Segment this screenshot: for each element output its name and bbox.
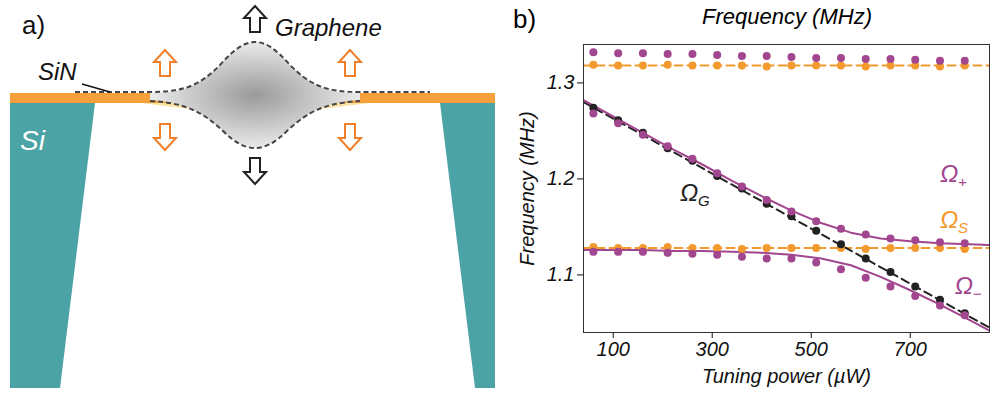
svg-text:100: 100 [597, 338, 630, 360]
svg-text:Ω: Ω [955, 272, 973, 299]
svg-text:S: S [958, 219, 968, 236]
svg-text:Ω: Ω [940, 206, 958, 233]
svg-text:+: + [958, 173, 967, 190]
svg-text:SiN: SiN [38, 58, 77, 85]
svg-text:Ω: Ω [680, 179, 698, 206]
svg-text:Si: Si [20, 125, 46, 156]
svg-text:500: 500 [795, 338, 828, 360]
svg-text:1.1: 1.1 [547, 263, 575, 285]
svg-text:−: − [973, 285, 982, 302]
svg-text:Frequency (MHz): Frequency (MHz) [516, 111, 538, 265]
svg-text:1.2: 1.2 [547, 167, 575, 189]
svg-text:Ω: Ω [940, 160, 958, 187]
svg-text:1.3: 1.3 [547, 71, 575, 93]
html-text:Frequency (MHz): Frequency (MHz) [702, 4, 872, 29]
svg-text:Graphene: Graphene [275, 14, 382, 41]
svg-text:700: 700 [894, 338, 927, 360]
svg-text:G: G [698, 192, 710, 209]
svg-text:300: 300 [696, 338, 729, 360]
svg-text:Tuning power (µW): Tuning power (µW) [702, 365, 871, 387]
html-text:b): b) [513, 4, 537, 34]
svg-text:a): a) [22, 10, 45, 40]
